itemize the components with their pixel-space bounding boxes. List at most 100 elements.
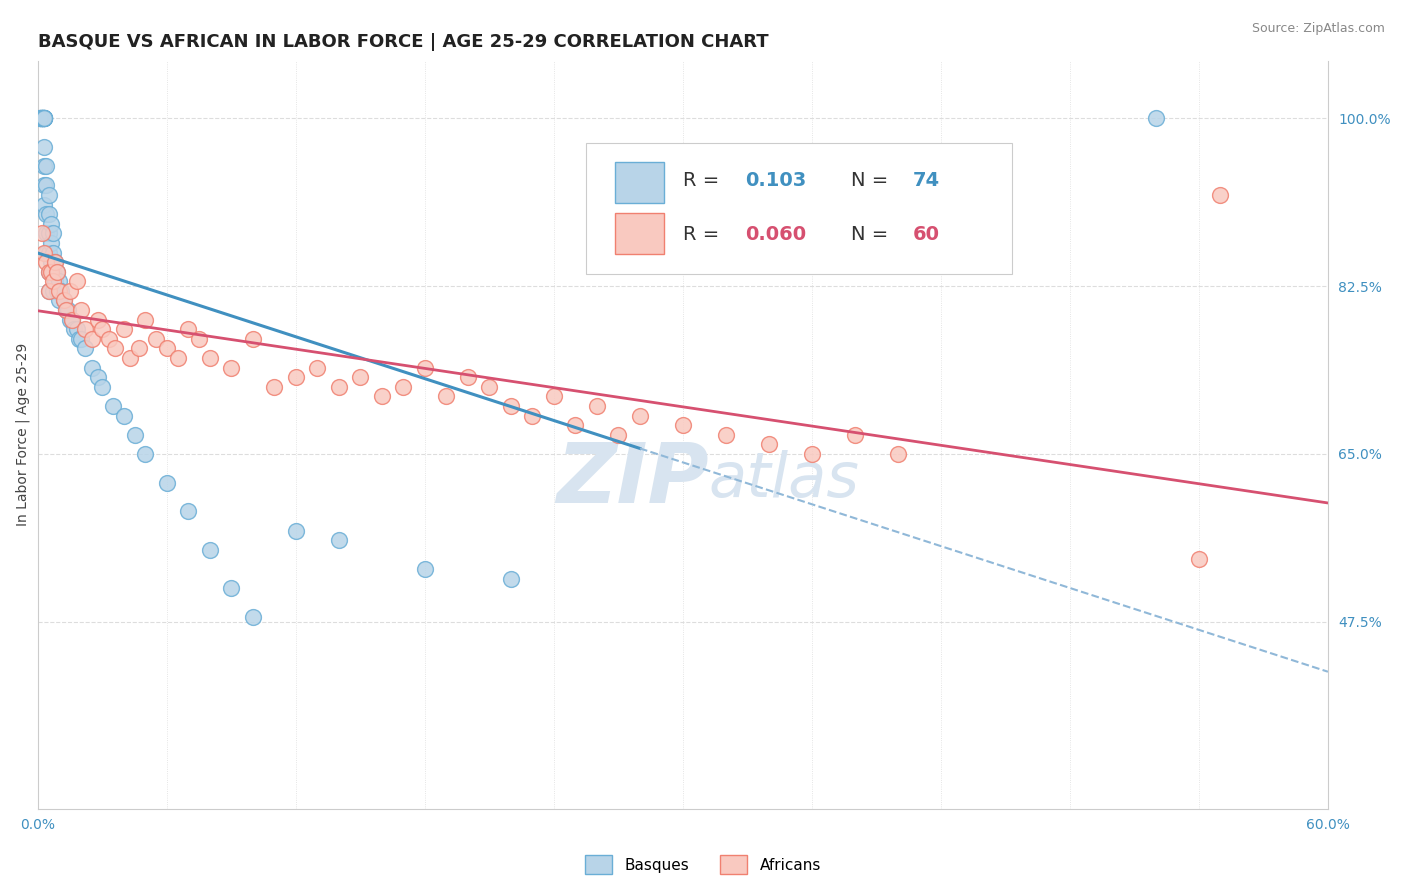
Point — [242, 332, 264, 346]
Point — [31, 112, 53, 126]
Point — [69, 303, 91, 318]
Point — [413, 360, 436, 375]
Point — [543, 389, 565, 403]
Text: ZIP: ZIP — [557, 439, 709, 520]
Point — [188, 332, 211, 346]
Point — [32, 245, 55, 260]
Point — [35, 207, 58, 221]
Point — [60, 312, 83, 326]
Point — [32, 112, 55, 126]
Point — [32, 140, 55, 154]
Point — [607, 427, 630, 442]
Point — [120, 351, 142, 365]
Point — [38, 284, 60, 298]
Point — [44, 255, 66, 269]
Point — [221, 360, 243, 375]
Point — [28, 112, 51, 126]
Point — [38, 265, 60, 279]
Text: R =: R = — [683, 171, 725, 190]
Point — [65, 274, 87, 288]
Point — [1188, 552, 1211, 566]
Point — [42, 265, 65, 279]
Point — [1144, 112, 1167, 126]
Point — [1209, 188, 1232, 202]
Point — [242, 610, 264, 624]
Point — [28, 112, 51, 126]
Point — [46, 265, 69, 279]
Point — [134, 312, 156, 326]
Point — [124, 427, 146, 442]
Point — [392, 380, 415, 394]
Point — [844, 427, 866, 442]
Point — [31, 112, 53, 126]
Text: Source: ZipAtlas.com: Source: ZipAtlas.com — [1251, 22, 1385, 36]
Point — [39, 235, 62, 250]
Point — [35, 159, 58, 173]
Point — [145, 332, 167, 346]
Point — [112, 409, 135, 423]
Point — [48, 274, 70, 288]
Point — [586, 399, 609, 413]
Point — [28, 112, 51, 126]
Point — [166, 351, 188, 365]
Point — [32, 112, 55, 126]
Point — [499, 572, 522, 586]
Point — [32, 112, 55, 126]
Point — [39, 255, 62, 269]
Point — [307, 360, 329, 375]
Point — [177, 504, 200, 518]
Point — [35, 245, 58, 260]
Point — [434, 389, 457, 403]
Point — [38, 245, 60, 260]
Point — [156, 342, 179, 356]
Point — [52, 293, 75, 308]
Point — [413, 562, 436, 576]
Point — [52, 293, 75, 308]
Point — [91, 322, 114, 336]
Point — [39, 265, 62, 279]
Point — [32, 112, 55, 126]
Point — [56, 303, 79, 318]
Point — [156, 475, 179, 490]
Point — [59, 284, 82, 298]
Point — [97, 332, 120, 346]
Point — [31, 112, 53, 126]
Point — [38, 284, 60, 298]
Text: 74: 74 — [912, 171, 939, 190]
Point — [69, 332, 91, 346]
Point — [44, 255, 66, 269]
Point — [80, 332, 103, 346]
Point — [60, 312, 83, 326]
Legend: Basques, Africans: Basques, Africans — [579, 849, 827, 880]
Point — [32, 178, 55, 193]
Point — [800, 447, 823, 461]
Point — [758, 437, 780, 451]
Text: atlas: atlas — [709, 450, 859, 509]
Text: N =: N = — [851, 171, 894, 190]
Text: 0.103: 0.103 — [745, 171, 806, 190]
Point — [55, 303, 77, 318]
Point — [31, 227, 53, 241]
Point — [198, 351, 221, 365]
Point — [42, 245, 65, 260]
Point — [42, 227, 65, 241]
Point — [284, 524, 307, 538]
Point — [28, 112, 51, 126]
Point — [104, 342, 127, 356]
Point — [48, 293, 70, 308]
Point — [371, 389, 394, 403]
Point — [42, 274, 65, 288]
Point — [221, 581, 243, 595]
Point — [198, 542, 221, 557]
Point — [38, 227, 60, 241]
Point — [128, 342, 150, 356]
Point — [499, 399, 522, 413]
Point — [65, 322, 87, 336]
Point — [48, 284, 70, 298]
FancyBboxPatch shape — [614, 212, 664, 253]
Point — [80, 360, 103, 375]
Point — [38, 207, 60, 221]
Point — [44, 274, 66, 288]
Text: 60: 60 — [912, 225, 939, 244]
Point — [32, 112, 55, 126]
